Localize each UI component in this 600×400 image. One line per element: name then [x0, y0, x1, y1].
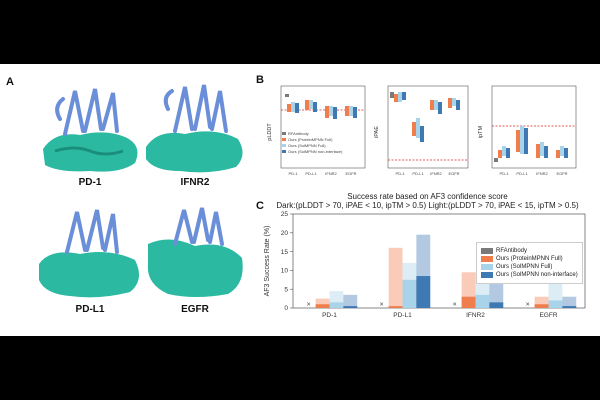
svg-text:PD-1: PD-1 [395, 171, 405, 176]
y-tick-label: 10 [281, 268, 289, 275]
success-rate-chart: 0 5 10 15 20 25 AF3 Success Rate (%) × PD-1 × PD-L… [264, 211, 586, 319]
y-axis-label: AF3 Success Rate (%) [264, 226, 271, 297]
y-tick-label: 15 [281, 249, 289, 256]
pdl1-structure-image [39, 209, 139, 298]
plddt-axis-label: pLDDT [267, 123, 273, 141]
bar-light-2-3 [534, 296, 549, 308]
legend-item-rfantibody: RFAntibody [481, 248, 578, 254]
y-tick-label: 5 [284, 286, 288, 293]
x-tick-label: IFNR2 [466, 312, 485, 319]
bar-dark-2-2 [461, 296, 476, 308]
ifnr2-structure-image [146, 84, 243, 173]
bar-dark-3-3 [548, 300, 563, 308]
plddt-boxplot: pLDDT RFAntibody Ours (ProteinMPNN Full)… [267, 85, 366, 176]
pdl1-label: PD-L1 [75, 304, 105, 315]
bar-dark-2-0 [315, 304, 330, 308]
svg-text:Ours (SolMPNN Full): Ours (SolMPNN Full) [288, 143, 326, 148]
egfr-structure-image [147, 207, 243, 297]
ipae-axis-label: iPAE [374, 126, 380, 138]
y-tick-label: 0 [284, 305, 288, 312]
zero-marker: × [453, 302, 457, 309]
svg-text:PD-L1: PD-L1 [412, 171, 424, 176]
panel-a-letter: A [6, 76, 14, 88]
panel-b-letter: B [256, 74, 264, 86]
bar-light-4-2 [489, 277, 504, 308]
bar-light-2-0 [315, 298, 330, 308]
panel-c-letter: C [256, 200, 264, 212]
bar-dark-4-1 [416, 276, 431, 308]
svg-text:PD-1: PD-1 [499, 171, 509, 176]
bar-dark-4-0 [343, 306, 358, 308]
bar-dark-2-1 [388, 306, 403, 308]
bar-light-4-0 [343, 294, 358, 308]
bar-dark-4-2 [489, 302, 504, 308]
svg-text:Ours (SolMPNN non-interface): Ours (SolMPNN non-interface) [288, 149, 343, 154]
pd1-label: PD-1 [78, 177, 102, 188]
legend-swatch [481, 264, 493, 270]
plddt-boxes [285, 94, 357, 119]
legend-item-solmpnn-full: Ours (SolMPNN Full) [481, 264, 578, 270]
ipae-boxes [390, 92, 460, 142]
bar-dark-3-0 [329, 302, 344, 308]
iptm-axis-label: ipTM [478, 125, 484, 138]
legend-swatch [481, 272, 493, 278]
y-tick-label: 25 [281, 211, 289, 218]
legend-swatch [481, 248, 493, 254]
svg-text:IFNR2: IFNR2 [536, 171, 548, 176]
legend-item-solmpnn-noninterface: Ours (SolMPNN non-interface) [481, 272, 578, 278]
ipae-boxplot: iPAE PD-1 PD-L1 IFNR2 EGFR [374, 85, 469, 176]
pd1-structure-image [43, 88, 138, 172]
svg-text:EGFR: EGFR [556, 171, 567, 176]
bar-dark-3-2 [475, 294, 490, 308]
svg-text:IFNR2: IFNR2 [430, 171, 442, 176]
chart-legend: RFAntibody Ours (ProteinMPNN Full) Ours … [476, 242, 583, 284]
zero-marker: × [526, 302, 530, 309]
svg-text:IFNR2: IFNR2 [325, 171, 337, 176]
zero-marker: × [380, 302, 384, 309]
plddt-legend: RFAntibody Ours (ProteinMPNN Full) Ours … [282, 131, 343, 154]
x-tick-label: PD-1 [322, 312, 337, 319]
bar-light-4-3 [562, 296, 577, 308]
svg-text:Ours (ProteinMPNN Full): Ours (ProteinMPNN Full) [288, 137, 333, 142]
iptm-boxes [494, 126, 568, 162]
svg-text:PD-1: PD-1 [288, 171, 298, 176]
zero-marker: × [307, 302, 311, 309]
figure: A PD-1 IFNR2 PD-L1 EGFR B pLDDT [0, 64, 600, 336]
chart-subtitle: Dark:(pLDDT > 70, iPAE < 10, ipTM > 0.5)… [276, 201, 579, 210]
plot-frame [292, 213, 586, 309]
ifnr2-label: IFNR2 [180, 177, 210, 188]
legend-item-proteinmpnn-full: Ours (ProteinMPNN Full) [481, 256, 578, 262]
x-tick-label: PD-L1 [393, 312, 412, 319]
chart-title: Success rate based on AF3 confidence sco… [347, 192, 508, 201]
svg-text:EGFR: EGFR [448, 171, 459, 176]
bar-light-2-1 [388, 247, 403, 308]
svg-text:PD-L1: PD-L1 [516, 171, 528, 176]
x-tick-label: EGFR [539, 312, 557, 319]
bar-dark-3-1 [402, 279, 417, 308]
legend-swatch [481, 256, 493, 262]
svg-text:RFAntibody: RFAntibody [288, 131, 309, 136]
bar-dark-4-3 [562, 306, 577, 308]
svg-text:PD-L1: PD-L1 [305, 171, 317, 176]
egfr-label: EGFR [181, 304, 209, 315]
iptm-boxplot: ipTM PD-1 PD-L1 IFNR2 EGFR [478, 85, 577, 176]
bar-dark-2-3 [534, 304, 549, 308]
svg-text:EGFR: EGFR [345, 171, 356, 176]
y-tick-label: 20 [281, 230, 289, 237]
